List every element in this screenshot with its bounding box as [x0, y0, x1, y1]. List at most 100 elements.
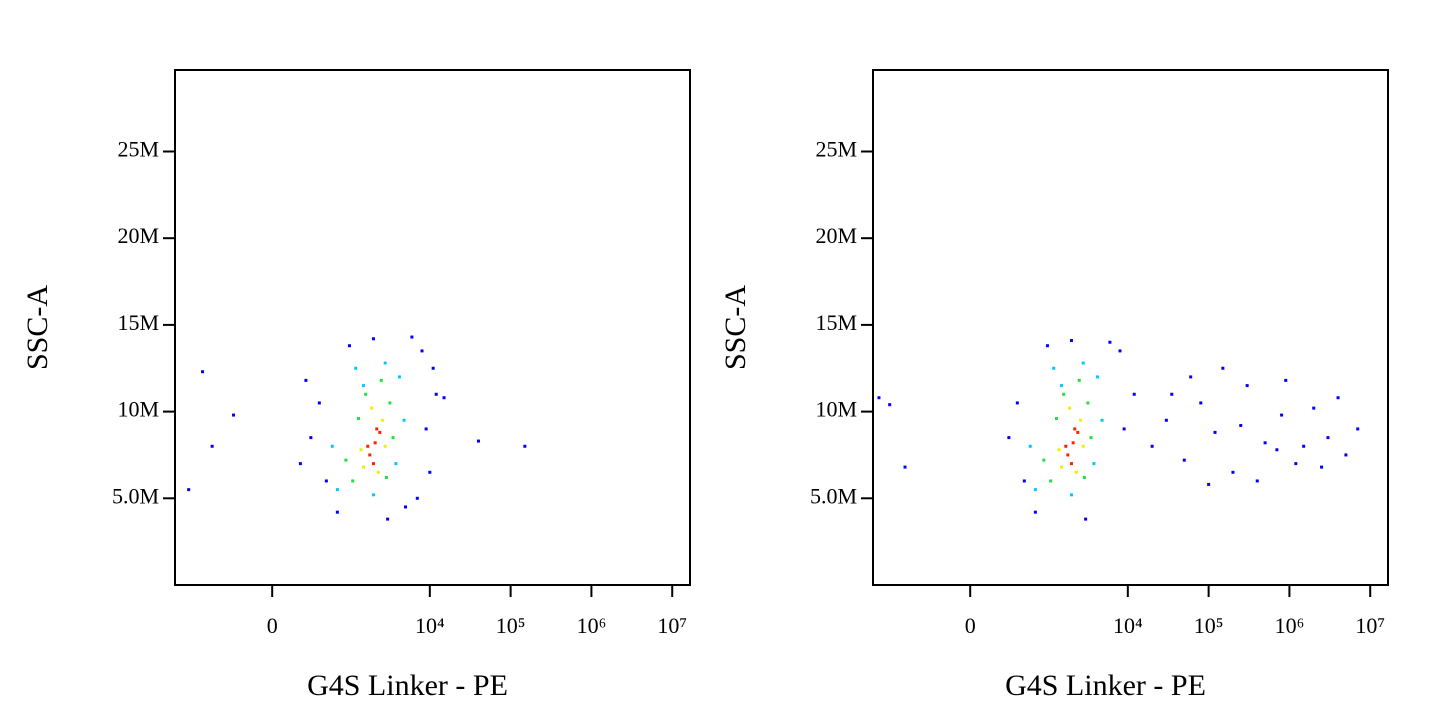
dot [1312, 406, 1316, 410]
x-tick-label: 10⁵ [496, 613, 526, 638]
y-tick-label: 10M [815, 397, 857, 422]
dot [394, 462, 398, 466]
dot [370, 406, 374, 410]
dot [1062, 392, 1066, 396]
y-tick-label: 10M [117, 397, 159, 422]
dot [1069, 462, 1073, 466]
dot [1122, 427, 1126, 431]
dot [232, 413, 236, 417]
x-tick-label: 10⁴ [1113, 613, 1143, 638]
dot [335, 510, 339, 514]
y-tick-label: 20M [815, 223, 857, 248]
dot [1263, 441, 1267, 445]
plot-frame [174, 69, 691, 586]
y-axis-label: SSC-A [21, 285, 54, 370]
dot [1302, 444, 1306, 448]
dot [1069, 493, 1073, 497]
x-tick-label: 10⁴ [415, 613, 445, 638]
dot [1326, 436, 1330, 440]
x-tick-label: 10⁶ [1275, 613, 1305, 638]
dot [187, 488, 191, 492]
dot [1007, 436, 1011, 440]
dot [344, 458, 348, 462]
dot [201, 370, 205, 374]
x-axis-label: G4S Linker - PE [307, 669, 508, 702]
dot [388, 401, 392, 405]
dot [1059, 465, 1063, 469]
dot [1092, 462, 1096, 466]
dot [1082, 475, 1086, 479]
dot [309, 436, 313, 440]
dot [1073, 427, 1077, 431]
y-tick-label: 20M [117, 223, 159, 248]
dot [1100, 418, 1104, 422]
dot [1081, 444, 1085, 448]
dot [1015, 401, 1019, 405]
y-tick-label: 15M [815, 310, 857, 335]
dot [1076, 430, 1080, 434]
x-tick-label: 10⁷ [1355, 613, 1385, 638]
dot [364, 392, 368, 396]
dot [361, 465, 365, 469]
dot [1089, 436, 1093, 440]
dot [375, 427, 379, 431]
dot [1069, 339, 1073, 343]
dot [1033, 488, 1037, 492]
dot [1057, 448, 1061, 452]
dot [476, 439, 480, 443]
dot [1231, 470, 1235, 474]
dot [424, 427, 428, 431]
dot [330, 444, 334, 448]
dot [431, 366, 435, 370]
dot [210, 444, 214, 448]
dot [351, 479, 355, 483]
y-tick-label: 15M [117, 310, 159, 335]
dot [1071, 441, 1075, 445]
dot [1118, 349, 1122, 353]
x-tick-label: 10⁷ [657, 613, 687, 638]
y-tick-label: 5.0M [112, 483, 159, 508]
dot [1170, 392, 1174, 396]
dot [903, 465, 907, 469]
x-axis-label: G4S Linker - PE [1005, 669, 1206, 702]
dot [1028, 444, 1032, 448]
plot-frame [872, 69, 1389, 586]
dot [366, 444, 370, 448]
dot [1081, 361, 1085, 365]
dot [1255, 479, 1259, 483]
dot [359, 448, 363, 452]
dot [1336, 396, 1340, 400]
dot [1064, 444, 1068, 448]
dot [523, 444, 527, 448]
dot [1052, 366, 1056, 370]
dot [397, 375, 401, 379]
dot [371, 337, 375, 341]
dot [371, 493, 375, 497]
dot [1022, 479, 1026, 483]
x-tick-label: 10⁵ [1194, 613, 1224, 638]
dot [1066, 453, 1070, 457]
dot [1344, 453, 1348, 457]
dot [1150, 444, 1154, 448]
dot [404, 505, 408, 509]
dot [1294, 462, 1298, 466]
dot [434, 392, 438, 396]
dot [420, 349, 424, 353]
dot [1356, 427, 1360, 431]
dot [1086, 401, 1090, 405]
dot [1182, 458, 1186, 462]
dot [1213, 430, 1217, 434]
dot [1054, 417, 1058, 421]
dot [1132, 392, 1136, 396]
dot [1079, 418, 1083, 422]
dot [1239, 423, 1243, 427]
dot [1049, 479, 1053, 483]
dot [1245, 384, 1249, 388]
dot [877, 396, 881, 400]
dot [379, 378, 383, 382]
dot [335, 488, 339, 492]
dot [1221, 366, 1225, 370]
dot [347, 344, 351, 348]
dot [1164, 418, 1168, 422]
dot [1280, 413, 1284, 417]
